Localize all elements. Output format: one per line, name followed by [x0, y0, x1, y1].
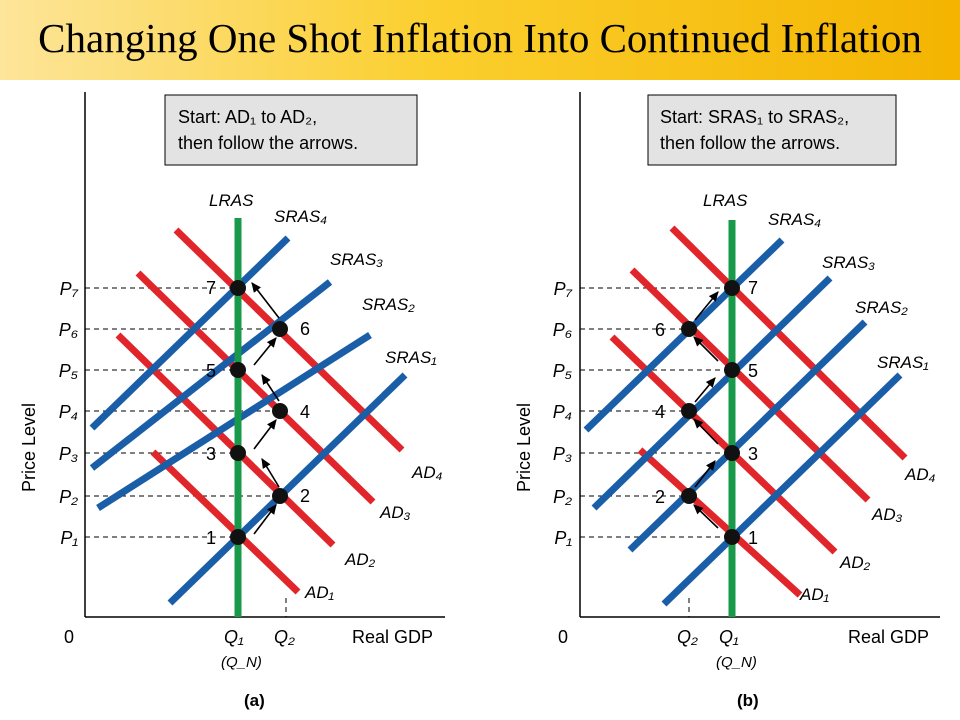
- x-axis-label: Real GDP: [352, 627, 433, 647]
- ad-curve: [150, 449, 301, 595]
- price-label: P₆: [553, 320, 572, 340]
- origin-label: 0: [558, 627, 568, 647]
- panel-b: Start: SRAS₁ to SRAS₂, then follow the a…: [514, 92, 940, 710]
- ad-curve: [637, 447, 803, 598]
- sras-label: SRAS₄: [274, 207, 327, 226]
- note-box: Start: AD₁ to AD₂, then follow the arrow…: [164, 94, 418, 166]
- point-label: 2: [655, 487, 665, 507]
- note-line: Start: SRAS₁ to SRAS₂,: [660, 107, 849, 127]
- price-label: P₅: [553, 361, 572, 381]
- sras-label: SRAS₂: [362, 295, 415, 314]
- sras-curve: [661, 372, 903, 607]
- panel-caption: (a): [244, 691, 265, 710]
- equilibrium-points: [681, 280, 740, 545]
- point-label: 5: [206, 361, 216, 381]
- ad-label: AD₄: [904, 465, 936, 484]
- q-label-natural: (Q_N): [716, 654, 757, 671]
- y-axis-label: Price Level: [19, 403, 39, 492]
- guide-lines: [580, 287, 732, 617]
- price-label: P₇: [60, 279, 79, 299]
- lras-label: LRAS: [703, 191, 748, 210]
- ad-label: AD₄: [411, 463, 443, 482]
- ad-label: AD₃: [379, 503, 411, 522]
- equilibrium-points: [230, 280, 288, 545]
- note-line: then follow the arrows.: [660, 133, 840, 153]
- sras-curve: [89, 235, 291, 431]
- sras-label: SRAS₁: [385, 348, 437, 367]
- ad-curve: [629, 267, 871, 503]
- title-banner: Changing One Shot Inflation Into Continu…: [0, 0, 960, 80]
- point-label: 1: [206, 528, 216, 548]
- price-label: P₁: [60, 528, 78, 548]
- sras-label: SRAS₄: [768, 210, 821, 229]
- y-axis-label: Price Level: [514, 403, 534, 492]
- price-label: P₆: [59, 320, 78, 340]
- path-arrows: [693, 291, 719, 529]
- sras-label: SRAS₃: [330, 250, 383, 269]
- sras-curve: [89, 279, 333, 471]
- sras-label: SRAS₃: [822, 253, 875, 272]
- sras-curve: [167, 372, 408, 606]
- price-label: P₃: [59, 444, 78, 464]
- inflation-diagram: Start: AD₁ to AD₂, then follow the arrow…: [19, 92, 940, 710]
- lras-label: LRAS: [209, 191, 254, 210]
- panel-a: Start: AD₁ to AD₂, then follow the arrow…: [19, 92, 445, 710]
- point-label: 3: [748, 444, 758, 464]
- point-label: 1: [748, 528, 758, 548]
- point-label: 7: [748, 278, 758, 298]
- sras-curve: [591, 275, 833, 511]
- panel-caption: (b): [737, 691, 759, 710]
- origin-label: 0: [64, 627, 74, 647]
- ad-curve: [135, 270, 376, 505]
- price-label: P₂: [59, 487, 78, 507]
- sras-curve: [627, 319, 868, 553]
- point-label: 6: [300, 319, 310, 339]
- point-label: 6: [655, 320, 665, 340]
- q-label: Q₂: [677, 627, 698, 647]
- ad-label: AD₃: [871, 505, 903, 524]
- point-label: 5: [748, 361, 758, 381]
- note-line: Start: AD₁ to AD₂,: [178, 107, 317, 127]
- slide-title: Changing One Shot Inflation Into Continu…: [38, 15, 922, 61]
- note-box: Start: SRAS₁ to SRAS₂, then follow the a…: [647, 94, 897, 166]
- point-label: 2: [300, 486, 310, 506]
- note-line: then follow the arrows.: [178, 133, 358, 153]
- q-label: Q₁: [719, 627, 739, 647]
- point-label: 4: [300, 402, 310, 422]
- point-label: 4: [655, 402, 665, 422]
- ad-label: AD₁: [304, 583, 334, 602]
- price-label: P₄: [553, 402, 572, 422]
- ad-curve: [669, 225, 908, 461]
- ad-label: AD₂: [344, 550, 376, 569]
- price-label: P₂: [553, 487, 572, 507]
- price-label: P₄: [59, 402, 78, 422]
- ad-label: AD₂: [839, 553, 871, 572]
- price-label: P₇: [554, 279, 573, 299]
- sras-label: SRAS₂: [855, 298, 908, 317]
- q-label-natural: (Q_N): [221, 654, 262, 671]
- q-label: Q₁: [224, 627, 244, 647]
- point-label: 7: [206, 278, 216, 298]
- sras-label: SRAS₁: [877, 353, 929, 372]
- point-label: 3: [206, 444, 216, 464]
- ad-label: AD₁: [799, 585, 829, 604]
- sras-curve: [96, 332, 372, 511]
- price-label: P₅: [59, 361, 78, 381]
- q-label: Q₂: [274, 627, 295, 647]
- path-arrows: [251, 282, 280, 535]
- x-axis-label: Real GDP: [848, 627, 929, 647]
- price-label: P₁: [554, 528, 572, 548]
- price-label: P₃: [553, 444, 572, 464]
